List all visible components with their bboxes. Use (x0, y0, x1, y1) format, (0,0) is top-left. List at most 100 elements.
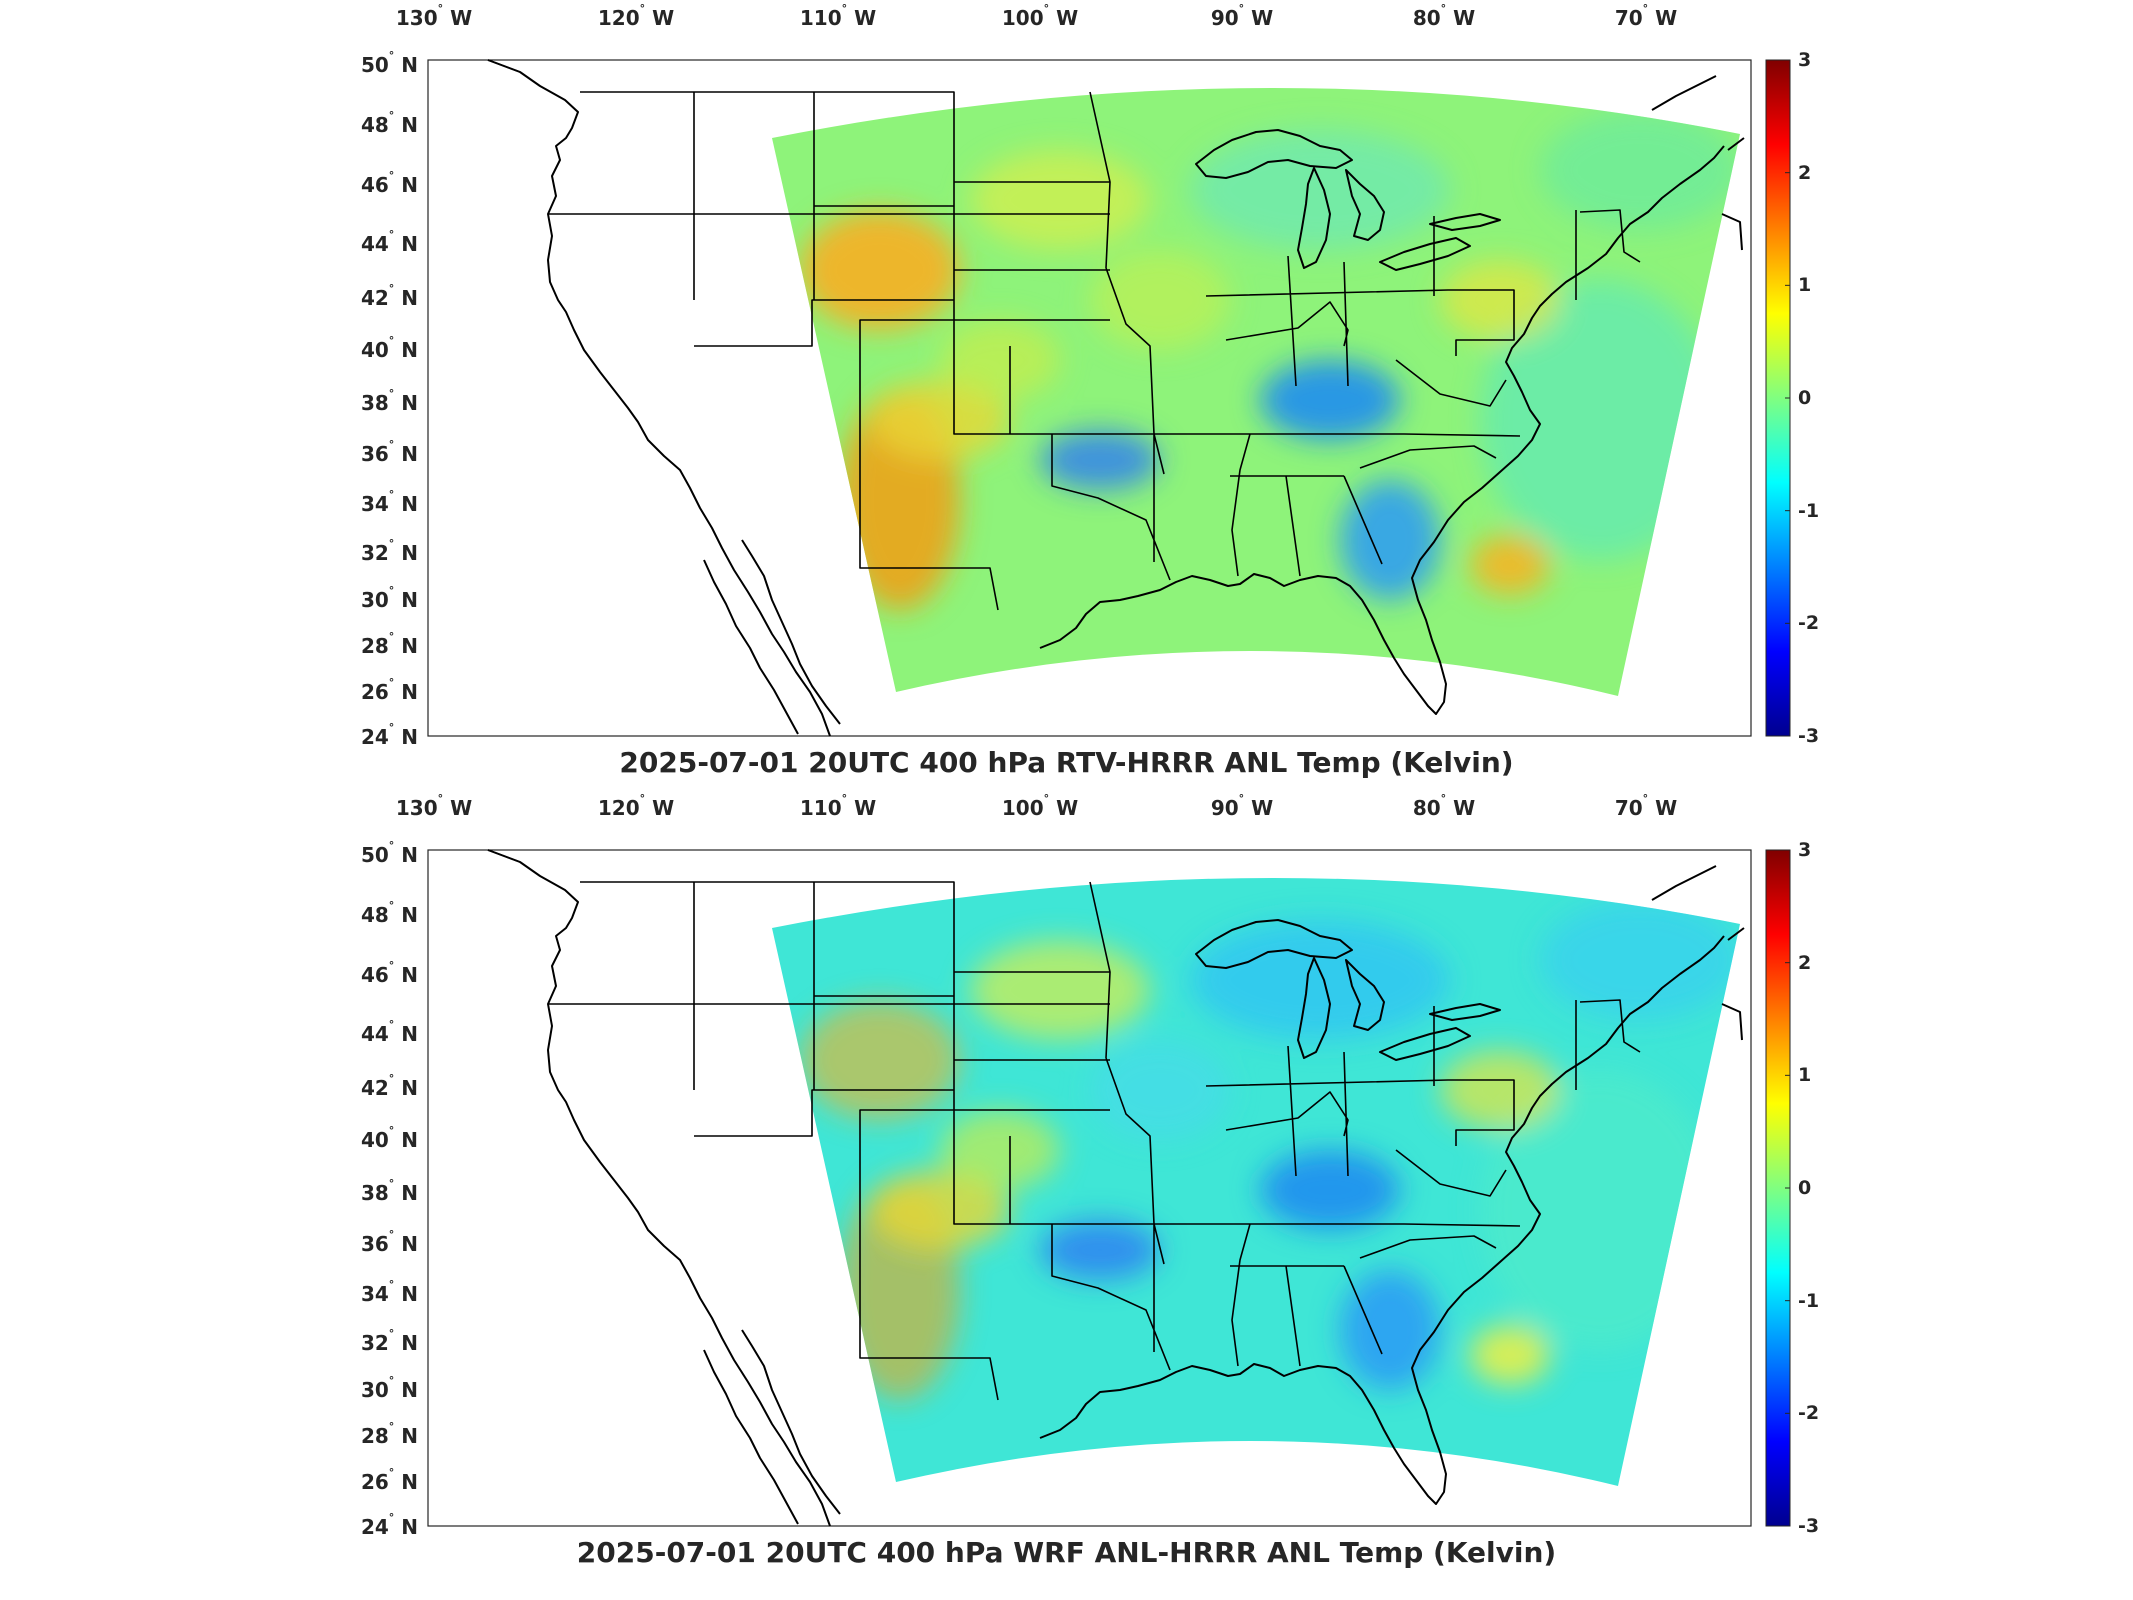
latitude-label: 46° N (360, 959, 418, 987)
degree-symbol: ° (388, 1466, 395, 1479)
map-outlines (487, 849, 1745, 1527)
degree-symbol: ° (388, 676, 395, 689)
longitude-label: 70° W (1614, 792, 1678, 820)
colorbar-tick-label: 2 (1798, 951, 1812, 974)
colorbar-tick-label: -2 (1798, 612, 1820, 635)
colorbar-tick-label: 0 (1798, 387, 1812, 409)
western-state-borders (487, 59, 1110, 215)
degree-symbol: ° (1043, 2, 1050, 15)
longitude-label: 80° W (1412, 792, 1476, 820)
degree-symbol: ° (1440, 792, 1447, 805)
degree-symbol: ° (388, 1278, 395, 1291)
latitude-label: 44° N (360, 1018, 418, 1046)
colorbar-tick-label: 1 (1798, 274, 1812, 297)
degree-symbol: ° (639, 2, 646, 15)
degree-symbol: ° (388, 721, 395, 734)
degree-symbol: ° (388, 488, 395, 501)
great-lakes (1195, 129, 1501, 271)
degree-symbol: ° (388, 334, 395, 347)
degree-symbol: ° (388, 630, 395, 643)
degree-symbol: ° (388, 1327, 395, 1340)
latitude-label: 26° N (360, 676, 418, 704)
longitude-label: 90° W (1210, 2, 1274, 30)
latitude-label: 50° N (360, 839, 418, 867)
temperature-difference-field (772, 877, 1740, 1486)
latitude-label: 26° N (360, 1466, 418, 1494)
degree-symbol: ° (388, 109, 395, 122)
map-panel-bottom: 130° W 120° W 110° W 100° W 90° W 80° W 70° W 5… (0, 790, 2133, 1590)
longitude-label: 80° W (1412, 2, 1476, 30)
degree-symbol: ° (388, 959, 395, 972)
latitude-label: 32° N (360, 1327, 418, 1355)
degree-symbol: ° (388, 1018, 395, 1031)
degree-symbol: ° (388, 1420, 395, 1433)
degree-symbol: ° (388, 899, 395, 912)
colorbar-tick-label: -1 (1798, 499, 1820, 522)
degree-symbol: ° (437, 2, 444, 15)
coastline (487, 849, 1745, 1527)
degree-symbol: ° (639, 792, 646, 805)
latitude-label: 24° N (360, 721, 418, 749)
latitude-label: 28° N (360, 1420, 418, 1448)
degree-symbol: ° (388, 537, 395, 550)
map-svg (427, 59, 1791, 737)
latitude-label: 38° N (360, 387, 418, 415)
latitude-label: 46° N (360, 169, 418, 197)
longitude-label: 120° W (597, 792, 675, 820)
temperature-difference-field (772, 87, 1740, 696)
state-borders (580, 91, 1641, 611)
latitude-label: 24° N (360, 1511, 418, 1539)
panel-title: 2025-07-01 20UTC 400 hPa RTV-HRRR ANL Te… (619, 746, 1514, 779)
latitude-label: 42° N (360, 282, 418, 310)
latitude-label: 40° N (360, 1124, 418, 1152)
degree-symbol: ° (1440, 2, 1447, 15)
colorbar-tick-label: -3 (1798, 1515, 1820, 1537)
degree-symbol: ° (1238, 2, 1245, 15)
degree-symbol: ° (1043, 792, 1050, 805)
latitude-label: 50° N (360, 49, 418, 77)
degree-symbol: ° (388, 1072, 395, 1085)
degree-symbol: ° (388, 282, 395, 295)
colorbar-tick-label: 2 (1798, 161, 1812, 184)
state-borders (580, 881, 1641, 1401)
degree-symbol: ° (388, 1511, 395, 1524)
longitude-label: 90° W (1210, 792, 1274, 820)
degree-symbol: ° (388, 584, 395, 597)
map-outlines (487, 59, 1745, 737)
latitude-label: 36° N (360, 1228, 418, 1256)
latitude-label: 44° N (360, 228, 418, 256)
degree-symbol: ° (388, 169, 395, 182)
degree-symbol: ° (388, 1124, 395, 1137)
colorbar-tick-label: 0 (1798, 1177, 1812, 1199)
degree-symbol: ° (388, 1177, 395, 1190)
latitude-label: 42° N (360, 1072, 418, 1100)
colorbar-tick-label: -3 (1798, 725, 1820, 747)
degree-symbol: ° (388, 49, 395, 62)
longitude-label: 100° W (1001, 792, 1079, 820)
colorbar-tick-label: 3 (1798, 49, 1812, 71)
latitude-label: 32° N (360, 537, 418, 565)
longitude-label: 110° W (799, 2, 877, 30)
longitude-label: 130° W (395, 792, 473, 820)
colorbar-tick-label: 3 (1798, 839, 1812, 861)
latitude-label: 48° N (360, 109, 418, 137)
latitude-label: 48° N (360, 899, 418, 927)
degree-symbol: ° (388, 1228, 395, 1241)
degree-symbol: ° (1642, 2, 1649, 15)
map-svg (427, 849, 1791, 1527)
degree-symbol: ° (841, 2, 848, 15)
latitude-label: 40° N (360, 334, 418, 362)
colorbar-tick-label: 1 (1798, 1064, 1812, 1087)
latitude-label: 34° N (360, 488, 418, 516)
longitude-label: 110° W (799, 792, 877, 820)
latitude-label: 36° N (360, 438, 418, 466)
panel-title: 2025-07-01 20UTC 400 hPa WRF ANL-HRRR AN… (576, 1536, 1557, 1569)
longitude-label: 70° W (1614, 2, 1678, 30)
map-panel-top: 130° W 120° W 110° W 100° W 90° W 80° W 70° W 5… (360, 2, 1820, 779)
great-lakes (1195, 919, 1501, 1061)
degree-symbol: ° (388, 228, 395, 241)
colorbar-tick-label: -2 (1798, 1402, 1820, 1425)
degree-symbol: ° (1642, 792, 1649, 805)
latitude-label: 28° N (360, 630, 418, 658)
coastline (487, 59, 1745, 737)
